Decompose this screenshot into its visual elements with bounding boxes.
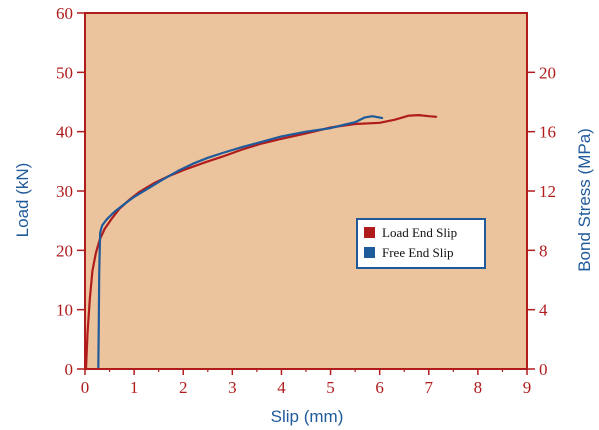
y-tick-label: 60 <box>56 4 73 23</box>
y2-tick-label: 0 <box>539 360 548 379</box>
plot-area <box>85 13 527 369</box>
x-tick-label: 1 <box>130 378 139 397</box>
x-axis-title: Slip (mm) <box>271 407 344 426</box>
y-tick-label: 10 <box>56 301 73 320</box>
y2-tick-label: 8 <box>539 241 548 260</box>
legend: Load End Slip Free End Slip <box>356 218 486 269</box>
x-tick-label: 9 <box>523 378 532 397</box>
x-tick-label: 8 <box>474 378 483 397</box>
legend-label-free-end-slip: Free End Slip <box>382 245 454 260</box>
series-layer <box>84 114 438 371</box>
legend-box <box>356 218 486 269</box>
x-tick-label: 4 <box>277 378 286 397</box>
series-line-free-end-slip <box>97 115 384 371</box>
x-tick-label: 6 <box>375 378 384 397</box>
y-tick-label: 20 <box>56 241 73 260</box>
legend-swatch-free-end-slip <box>364 247 375 258</box>
legend-swatch-load-end-slip <box>364 227 375 238</box>
y2-tick-label: 16 <box>539 123 556 142</box>
y2-axis-title: Bond Stress (MPa) <box>575 128 594 272</box>
y2-tick-label: 12 <box>539 182 556 201</box>
y2-tick-label: 4 <box>539 301 548 320</box>
x-tick-label: 2 <box>179 378 188 397</box>
legend-label-load-end-slip: Load End Slip <box>382 225 457 240</box>
x-tick-label: 7 <box>425 378 434 397</box>
y-tick-label: 50 <box>56 63 73 82</box>
y-tick-label: 30 <box>56 182 73 201</box>
series-line-load-end-slip <box>84 114 438 371</box>
y-tick-label: 40 <box>56 123 73 142</box>
y-tick-label: 0 <box>65 360 74 379</box>
y2-tick-label: 20 <box>539 63 556 82</box>
x-tick-label: 5 <box>326 378 335 397</box>
y-axis-title: Load (kN) <box>13 163 32 238</box>
x-tick-label: 3 <box>228 378 237 397</box>
x-tick-label: 0 <box>81 378 90 397</box>
